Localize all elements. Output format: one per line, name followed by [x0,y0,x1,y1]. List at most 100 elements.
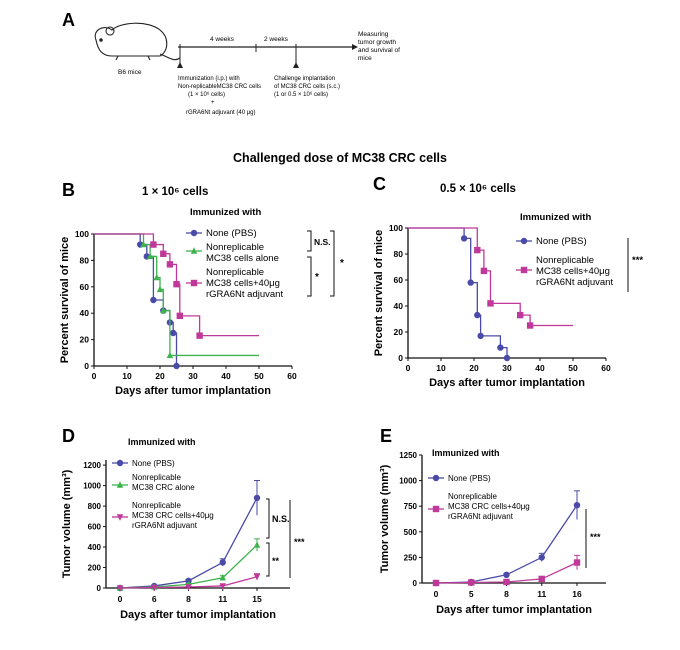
y-tick-label: 750 [404,502,418,511]
data-point [153,273,160,281]
data-point [477,332,484,340]
legend-item-1-marker [190,247,198,254]
data-point [468,579,475,586]
svg-text:Immunization (i.p.) with: Immunization (i.p.) with [178,76,240,82]
x-tick-label: 5 [469,589,474,599]
y-tick-label: 600 [88,523,102,532]
legend-item-2-marker [190,279,198,287]
y-tick-label: 100 [389,223,403,233]
sig-label: ** [272,556,280,566]
data-point [503,571,510,579]
y-tick-label: 60 [80,282,90,292]
sig-label: * [315,272,319,283]
svg-text:(1 or 0.5 × 10⁶ cells): (1 or 0.5 × 10⁶ cells) [274,91,328,98]
timeline-arrowhead [352,44,358,50]
sig-bracket [266,542,270,577]
y-tick-label: 1000 [399,477,417,486]
data-point [196,332,203,339]
data-point [538,554,545,561]
y-tick-label: 100 [75,229,89,239]
x-tick-label: 8 [504,589,509,599]
end-label: Measuring tumor growth and survival of m… [358,31,400,62]
legend-label: MC38 cells+40μg [536,266,610,277]
legend-item-1-marker [520,266,528,274]
mouse-illustration [94,22,181,61]
legend-label: rGRA6Nt adjuvant [448,512,514,521]
svg-text:tumor growth: tumor growth [358,39,396,46]
x-tick-label: 10 [122,371,132,381]
data-point [474,311,481,319]
data-point [116,585,124,592]
x-tick-label: 6 [152,594,157,604]
section-title: Challenged dose of MC38 CRC cells [233,151,447,165]
x-axis-label: Days after tumor implantation [120,609,276,621]
data-point [219,559,226,566]
sig-bracket [330,230,335,297]
mouse-label: B6 mice [118,69,142,76]
panel-a-letter: A [62,10,75,30]
legend-item-0-marker [520,237,528,245]
sig-label: * [340,258,344,269]
x-tick-label: 50 [568,363,578,373]
legend-item-1-marker [116,481,124,488]
y-tick-label: 500 [404,528,418,537]
legend-label: MC38 CRC alone [132,483,195,492]
x-axis-label: Days after tumor implantation [115,385,271,397]
legend-label: rGRA6Nt adjuvant [536,277,613,288]
y-axis-label: Percent survival of mice [373,230,385,357]
data-point [253,494,261,502]
sig-label: *** [590,532,601,542]
svg-text:Non-replicableMC38 CRC cells: Non-replicableMC38 CRC cells [178,84,261,90]
sig-bracket [307,230,312,252]
data-point [166,351,174,359]
data-point [146,252,154,260]
legend-label: None (PBS) [132,459,175,468]
x-tick-label: 60 [601,363,611,373]
legend-item-0-marker [190,229,198,237]
data-point [173,362,180,370]
x-tick-label: 40 [221,371,231,381]
legend-label: Nonreplicable [132,501,181,510]
legend-item-0-marker [116,459,124,467]
data-point [517,311,524,319]
legend-title: Immunized with [520,212,591,223]
x-tick-label: 8 [186,594,191,604]
y-tick-label: 20 [394,327,404,337]
sig-label: *** [294,537,305,547]
data-point [538,575,545,583]
legend-label: Nonreplicable [536,255,594,266]
x-tick-label: 15 [252,594,262,604]
legend-item-1-marker [432,505,440,513]
y-tick-label: 20 [80,335,90,345]
survival-line-1 [408,227,573,327]
legend-label: Nonreplicable [132,473,181,482]
x-tick-label: 11 [537,589,546,599]
challenge-label: Challenge implantation of MC38 CRC cells… [274,76,340,98]
legend-label: None (PBS) [206,228,257,239]
y-tick-label: 0 [97,584,102,593]
x-tick-label: 20 [155,371,165,381]
x-axis-label: Days after tumor implantation [436,604,592,616]
data-point [185,584,192,591]
x-tick-label: 40 [535,363,545,373]
legend-label: None (PBS) [536,236,587,247]
data-point [253,541,261,548]
x-tick-label: 0 [406,363,411,373]
y-tick-label: 0 [84,361,89,371]
svg-text:of MC38 CRC cells (s.c.): of MC38 CRC cells (s.c.) [274,84,340,90]
y-tick-label: 0 [398,353,403,363]
x-tick-label: 0 [92,371,97,381]
x-tick-label: 60 [287,371,297,381]
legend-label: MC38 CRC cells+40μg [132,511,214,520]
svg-text:rGRA6Nt adjuvant (40 μg): rGRA6Nt adjuvant (40 μg) [186,110,256,116]
data-point [573,559,581,566]
y-tick-label: 40 [394,301,404,311]
x-tick-label: 30 [188,371,198,381]
immunization-label: Immunization (i.p.) with Non-replicableM… [178,76,261,116]
svg-text:mice: mice [358,55,372,62]
x-tick-label: 50 [254,371,264,381]
y-axis-label: Tumor volume (mm³) [379,464,391,573]
y-tick-label: 1250 [399,451,417,460]
panel-c-letter: C [373,174,386,194]
y-tick-label: 400 [88,543,102,552]
